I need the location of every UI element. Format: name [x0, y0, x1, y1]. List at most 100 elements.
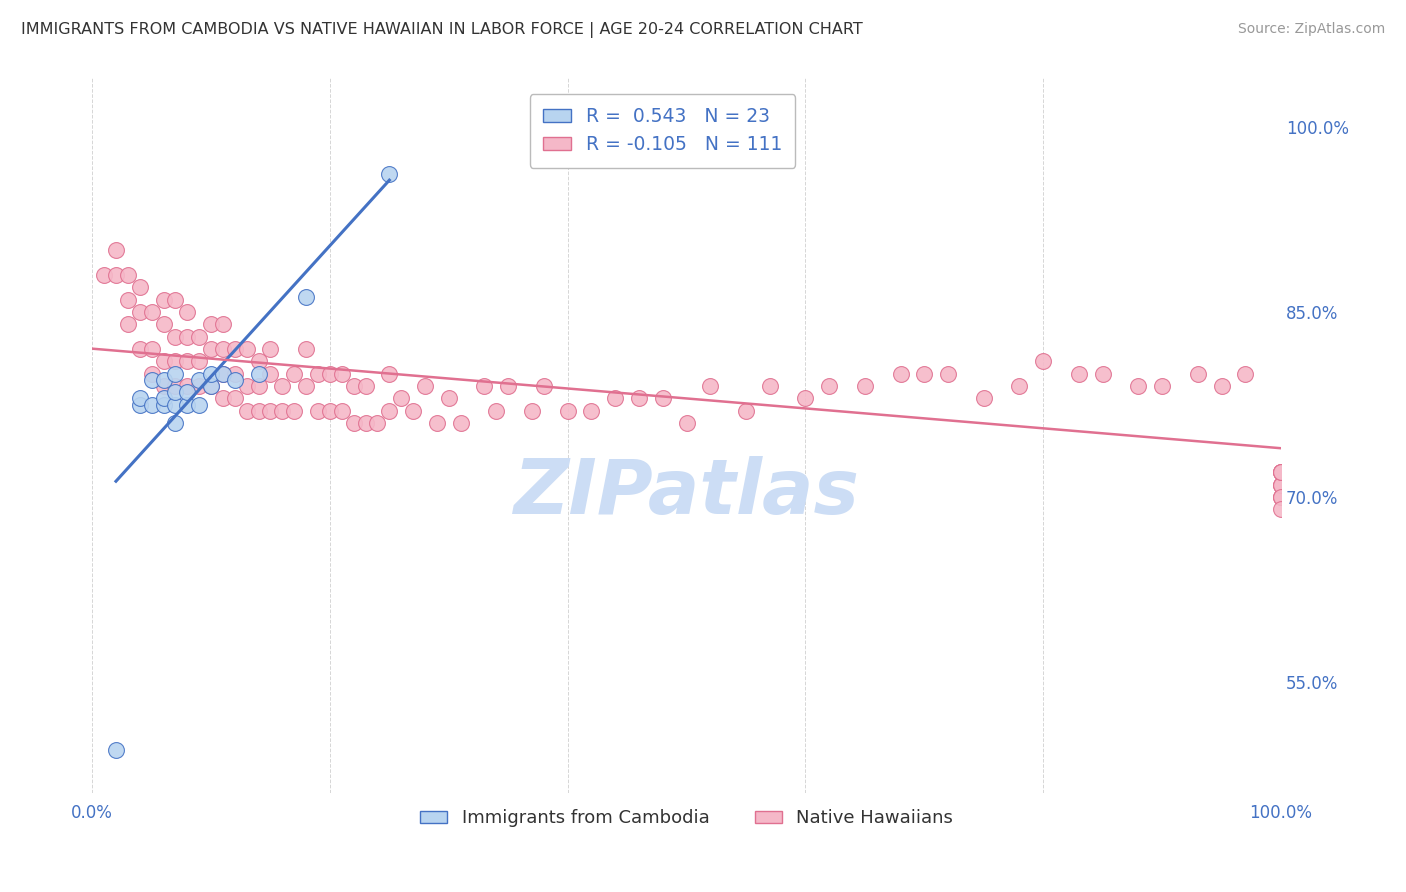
Point — [141, 342, 163, 356]
Point — [117, 293, 139, 307]
Point — [176, 385, 198, 400]
Point — [307, 367, 329, 381]
Point — [224, 392, 246, 406]
Point — [1270, 466, 1292, 480]
Point — [176, 305, 198, 319]
Point — [605, 392, 627, 406]
Point — [1211, 379, 1233, 393]
Point — [152, 318, 174, 332]
Point — [366, 416, 388, 430]
Point — [165, 293, 187, 307]
Point — [936, 367, 959, 381]
Point — [117, 318, 139, 332]
Point — [319, 367, 342, 381]
Point — [437, 392, 460, 406]
Point — [152, 373, 174, 387]
Point — [188, 329, 211, 343]
Point — [224, 342, 246, 356]
Point — [413, 379, 436, 393]
Point — [165, 329, 187, 343]
Point — [235, 379, 257, 393]
Point — [128, 392, 150, 406]
Point — [128, 398, 150, 412]
Point — [128, 305, 150, 319]
Point — [224, 373, 246, 387]
Point — [378, 367, 401, 381]
Point — [117, 268, 139, 282]
Point — [247, 403, 270, 417]
Point — [295, 342, 318, 356]
Point — [152, 293, 174, 307]
Point — [128, 280, 150, 294]
Point — [188, 398, 211, 412]
Point — [330, 367, 353, 381]
Text: ZIPatlas: ZIPatlas — [513, 456, 859, 530]
Point — [247, 379, 270, 393]
Point — [1270, 477, 1292, 491]
Point — [853, 379, 876, 393]
Point — [1270, 490, 1292, 504]
Point — [1234, 367, 1257, 381]
Point — [200, 342, 222, 356]
Point — [152, 398, 174, 412]
Point — [176, 379, 198, 393]
Point — [200, 318, 222, 332]
Point — [224, 367, 246, 381]
Point — [165, 416, 187, 430]
Point — [354, 416, 377, 430]
Point — [235, 342, 257, 356]
Point — [283, 367, 305, 381]
Point — [1270, 490, 1292, 504]
Point — [200, 367, 222, 381]
Point — [973, 392, 995, 406]
Point — [1270, 490, 1292, 504]
Point — [378, 403, 401, 417]
Point — [128, 342, 150, 356]
Point — [319, 403, 342, 417]
Point — [1270, 477, 1292, 491]
Point — [188, 354, 211, 368]
Point — [794, 392, 817, 406]
Point — [343, 379, 366, 393]
Point — [1152, 379, 1174, 393]
Point — [735, 403, 758, 417]
Point — [152, 354, 174, 368]
Point — [212, 392, 235, 406]
Point — [165, 398, 187, 412]
Point — [212, 367, 235, 381]
Point — [1128, 379, 1150, 393]
Point — [247, 367, 270, 381]
Point — [271, 379, 294, 393]
Point — [152, 392, 174, 406]
Point — [165, 367, 187, 381]
Point — [165, 379, 187, 393]
Point — [141, 373, 163, 387]
Point — [165, 385, 187, 400]
Point — [165, 354, 187, 368]
Point — [389, 392, 412, 406]
Point — [378, 167, 401, 181]
Point — [1270, 466, 1292, 480]
Point — [1270, 466, 1292, 480]
Point — [200, 379, 222, 393]
Point — [104, 743, 127, 757]
Point — [426, 416, 449, 430]
Point — [176, 354, 198, 368]
Point — [627, 392, 650, 406]
Point — [259, 342, 281, 356]
Point — [141, 305, 163, 319]
Legend: Immigrants from Cambodia, Native Hawaiians: Immigrants from Cambodia, Native Hawaiia… — [413, 802, 960, 834]
Point — [354, 379, 377, 393]
Point — [307, 403, 329, 417]
Point — [259, 367, 281, 381]
Point — [912, 367, 935, 381]
Point — [235, 403, 257, 417]
Point — [675, 416, 697, 430]
Point — [651, 392, 673, 406]
Point — [557, 403, 579, 417]
Point — [295, 290, 318, 304]
Point — [212, 367, 235, 381]
Point — [818, 379, 841, 393]
Point — [200, 379, 222, 393]
Point — [343, 416, 366, 430]
